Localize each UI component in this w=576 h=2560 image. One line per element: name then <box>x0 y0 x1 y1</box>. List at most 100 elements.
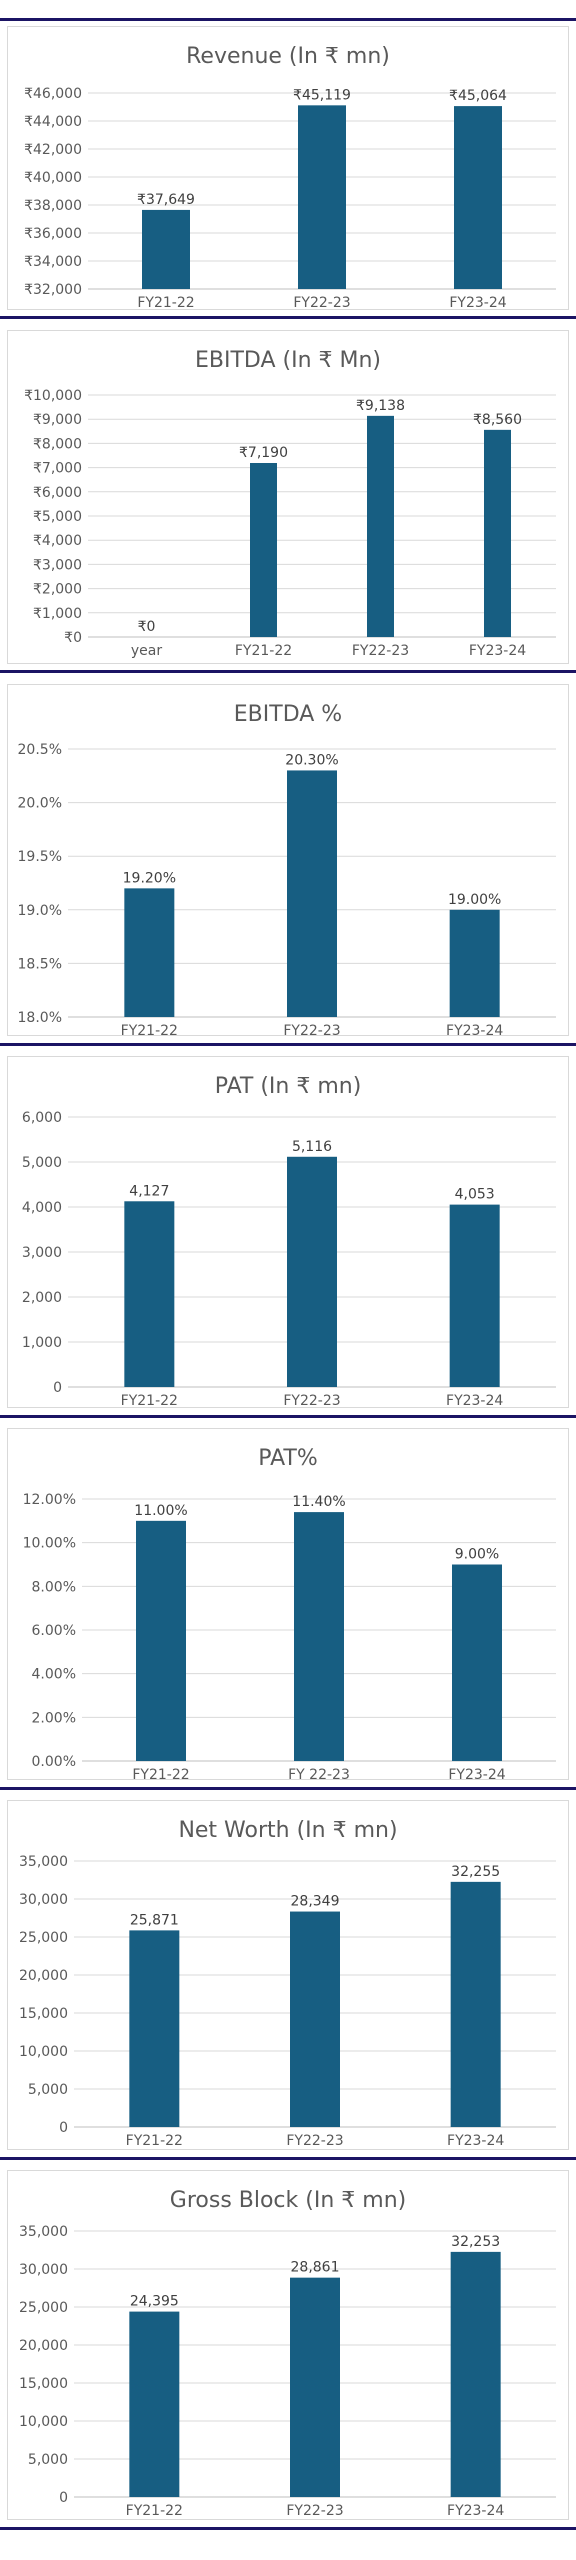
y-tick-label: ₹5,000 <box>33 509 82 525</box>
y-tick-label: 1,000 <box>22 1335 62 1351</box>
y-tick-label: ₹40,000 <box>24 170 82 186</box>
x-tick-label: FY 22-23 <box>288 1767 350 1779</box>
y-tick-label: ₹9,000 <box>33 412 82 428</box>
bar <box>449 909 500 1017</box>
y-tick-label: 20,000 <box>19 1968 68 1984</box>
x-tick-label: FY22-23 <box>286 2503 343 2519</box>
y-tick-label: 35,000 <box>19 2224 68 2240</box>
y-tick-label: ₹2,000 <box>33 582 82 598</box>
x-tick-label: FY21-22 <box>121 1023 178 1035</box>
bar <box>450 2251 501 2497</box>
y-tick-label: 0 <box>59 2120 68 2136</box>
y-tick-label: 19.0% <box>18 903 62 919</box>
x-tick-label: FY23-24 <box>469 643 526 659</box>
data-label: 20.30% <box>285 752 338 768</box>
bar <box>298 105 346 289</box>
y-tick-label: 18.0% <box>18 1010 62 1026</box>
y-tick-label: ₹7,000 <box>33 461 82 477</box>
x-tick-label: FY22-23 <box>286 2133 343 2149</box>
bar <box>450 1881 501 2127</box>
data-label: 28,349 <box>291 1894 340 1910</box>
y-tick-label: ₹46,000 <box>24 86 82 102</box>
x-tick-label: FY22-23 <box>352 643 409 659</box>
bar <box>452 1564 502 1761</box>
bar <box>136 1520 186 1761</box>
bar-chart: PAT (In ₹ mn) 0 1,000 2,000 3,000 4,000 5,000 6… <box>22 1074 556 1407</box>
y-tick-label: 12.00% <box>23 1492 76 1508</box>
chart-title: Net Worth (In ₹ mn) <box>178 1818 397 1843</box>
y-tick-label: 2,000 <box>22 1290 62 1306</box>
data-label: 5,116 <box>292 1139 332 1155</box>
y-tick-label: ₹44,000 <box>24 114 82 130</box>
y-tick-label: 25,000 <box>19 1930 68 1946</box>
chart-panel: EBITDA (In ₹ Mn) ₹0 ₹1,000 ₹2,000 ₹3,000 ₹4,0… <box>7 330 569 664</box>
bar <box>250 463 277 637</box>
y-tick-label: 6.00% <box>32 1623 76 1639</box>
bar-chart: Gross Block (In ₹ mn) 0 5,000 10,000 15,000 2… <box>19 2188 556 2519</box>
data-label: ₹8,560 <box>473 412 522 428</box>
y-tick-label: 5,000 <box>28 2082 68 2098</box>
y-tick-label: ₹42,000 <box>24 142 82 158</box>
y-tick-label: ₹34,000 <box>24 254 82 270</box>
y-tick-label: ₹10,000 <box>24 388 82 404</box>
chart-title: EBITDA % <box>234 702 342 727</box>
y-tick-label: ₹1,000 <box>33 606 82 622</box>
x-tick-label: FY23-24 <box>448 1767 505 1779</box>
y-tick-label: 35,000 <box>19 1854 68 1870</box>
bar <box>124 888 175 1017</box>
y-tick-label: 10,000 <box>19 2414 68 2430</box>
bar <box>294 1512 344 1761</box>
bar-chart: Revenue (In ₹ mn) ₹32,000 ₹34,000 ₹36,000 ₹3… <box>24 44 556 309</box>
section-divider <box>0 2157 576 2160</box>
data-label: 19.00% <box>448 892 501 908</box>
chart-panel: Gross Block (In ₹ mn) 0 5,000 10,000 15,000 2… <box>7 2170 569 2520</box>
section-divider <box>0 670 576 673</box>
x-tick-label: FY21-22 <box>132 1767 189 1779</box>
section-divider <box>0 1043 576 1046</box>
y-tick-label: 20.5% <box>18 742 62 758</box>
bar-chart: EBITDA % 18.0% 18.5% 19.0% 19.5% 20.0% 20.5% 19… <box>18 702 556 1035</box>
data-label: ₹0 <box>138 619 156 635</box>
y-tick-label: ₹3,000 <box>33 557 82 573</box>
section-divider <box>0 1415 576 1418</box>
data-label: ₹7,190 <box>239 445 288 461</box>
section-divider <box>0 18 576 21</box>
chart-title: PAT% <box>258 1446 318 1471</box>
y-tick-label: 20,000 <box>19 2338 68 2354</box>
y-tick-label: ₹4,000 <box>33 533 82 549</box>
data-label: 19.20% <box>123 870 176 886</box>
y-tick-label: 3,000 <box>22 1245 62 1261</box>
x-tick-label: FY21-22 <box>121 1393 178 1407</box>
data-label: 4,053 <box>455 1187 495 1203</box>
chart-title: Revenue (In ₹ mn) <box>186 44 390 69</box>
x-tick-label: FY21-22 <box>126 2133 183 2149</box>
y-tick-label: 0 <box>59 2490 68 2506</box>
x-tick-label: FY23-24 <box>446 1393 503 1407</box>
bar <box>142 209 190 289</box>
bar <box>449 1204 500 1387</box>
data-label: ₹45,119 <box>293 87 351 103</box>
data-label: 11.00% <box>134 1503 187 1519</box>
data-label: ₹37,649 <box>137 192 195 208</box>
y-tick-label: ₹36,000 <box>24 226 82 242</box>
data-label: ₹45,064 <box>449 88 507 104</box>
data-label: 28,861 <box>291 2260 340 2276</box>
data-label: 32,253 <box>451 2234 500 2250</box>
y-tick-label: ₹0 <box>64 630 82 646</box>
y-tick-label: 19.5% <box>18 849 62 865</box>
bar <box>290 2277 340 2497</box>
y-tick-label: 4,000 <box>22 1200 62 1216</box>
y-tick-label: 30,000 <box>19 2262 68 2278</box>
chart-panel: EBITDA % 18.0% 18.5% 19.0% 19.5% 20.0% 20.5% 19… <box>7 684 569 1036</box>
chart-panel: PAT (In ₹ mn) 0 1,000 2,000 3,000 4,000 5,000 6… <box>7 1056 569 1408</box>
x-tick-label: FY22-23 <box>283 1023 340 1035</box>
chart-panel: PAT% 0.00% 2.00% 4.00% 6.00% 8.00% 10.00% 12.00… <box>7 1428 569 1780</box>
bar <box>129 1930 180 2127</box>
data-label: 4,127 <box>129 1183 169 1199</box>
bar <box>124 1201 175 1387</box>
y-tick-label: 5,000 <box>22 1155 62 1171</box>
x-tick-label: FY22-23 <box>293 295 350 309</box>
x-tick-label: FY21-22 <box>235 643 292 659</box>
y-tick-label: 10.00% <box>23 1536 76 1552</box>
chart-title: PAT (In ₹ mn) <box>215 1074 362 1099</box>
